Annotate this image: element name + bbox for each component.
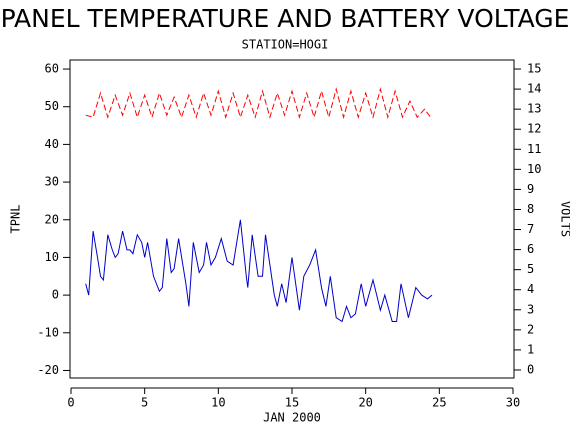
y2-tick-label: 13 bbox=[527, 102, 541, 116]
chart-subtitle: STATION=HOGI bbox=[242, 38, 329, 52]
chart-title: PANEL TEMPERATURE AND BATTERY VOLTAGE bbox=[1, 4, 570, 33]
y-tick-label: 40 bbox=[45, 137, 59, 151]
y2-tick-label: 4 bbox=[527, 282, 534, 296]
x-tick-label: 15 bbox=[285, 396, 299, 410]
y2-tick-label: 15 bbox=[527, 62, 541, 76]
series-line bbox=[85, 87, 433, 120]
y-tick-label: 50 bbox=[45, 99, 59, 113]
x-tick-label: 20 bbox=[358, 396, 372, 410]
y-tick-label: 60 bbox=[45, 62, 59, 76]
y2-tick-label: 8 bbox=[527, 202, 534, 216]
y2-tick-label: 12 bbox=[527, 122, 541, 136]
y2-tick-label: 9 bbox=[527, 182, 534, 196]
x-tick-label: 30 bbox=[506, 396, 520, 410]
x-axis-label: JAN 2000 bbox=[263, 411, 321, 425]
plot-frame bbox=[69, 59, 515, 379]
y2-tick-label: 11 bbox=[527, 142, 541, 156]
y-tick-label: 30 bbox=[45, 175, 59, 189]
y-tick-label: 20 bbox=[45, 212, 59, 226]
y2-tick-label: 2 bbox=[527, 322, 534, 336]
y2-axis-label: VOLTS bbox=[559, 201, 570, 237]
y2-tick-label: 14 bbox=[527, 82, 541, 96]
x-tick-label: 10 bbox=[211, 396, 225, 410]
y-tick-label: 0 bbox=[52, 288, 59, 302]
y2-tick-label: 10 bbox=[527, 162, 541, 176]
y-tick-label: 10 bbox=[45, 250, 59, 264]
y-tick-label: -10 bbox=[37, 325, 59, 339]
y2-tick-label: 7 bbox=[527, 222, 534, 236]
y2-tick-label: 5 bbox=[527, 262, 534, 276]
x-tick-label: 25 bbox=[432, 396, 446, 410]
y2-tick-label: 6 bbox=[527, 242, 534, 256]
series-line bbox=[85, 219, 433, 323]
y-axis-label: TPNL bbox=[9, 205, 23, 234]
y-tick-label: -20 bbox=[37, 363, 59, 377]
y2-tick-label: 3 bbox=[527, 302, 534, 316]
y2-tick-label: 1 bbox=[527, 342, 534, 356]
y2-tick-label: 0 bbox=[527, 362, 534, 376]
x-tick-label: 5 bbox=[141, 396, 148, 410]
x-tick-label: 0 bbox=[67, 396, 74, 410]
